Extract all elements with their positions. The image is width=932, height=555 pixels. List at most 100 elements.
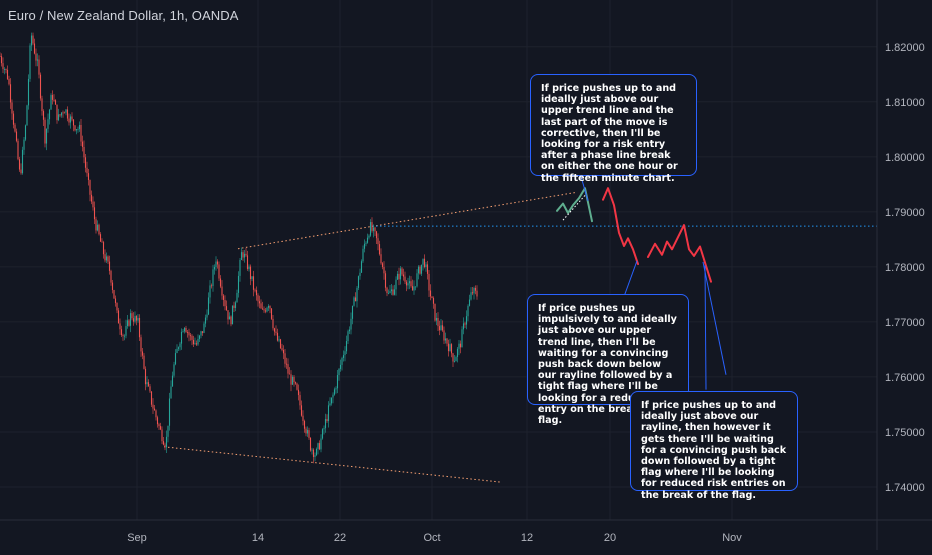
candle-body — [218, 264, 220, 279]
candle-body — [359, 272, 361, 277]
candle-body — [320, 438, 322, 450]
candle-body — [36, 59, 39, 61]
candle-body — [456, 348, 459, 358]
candle-body — [264, 310, 267, 312]
candle-body — [191, 335, 193, 340]
candle-body — [278, 339, 280, 341]
candle-body — [444, 338, 447, 341]
candle-body — [171, 375, 174, 387]
candle-body — [393, 289, 396, 295]
candle-body — [425, 264, 427, 267]
candle-body — [23, 139, 25, 150]
candle-body — [249, 266, 252, 279]
candle-body — [2, 63, 4, 70]
candle-body — [428, 273, 430, 291]
chart-title: Euro / New Zealand Dollar, 1h, OANDA — [8, 8, 239, 23]
candle-body — [276, 332, 279, 341]
candle-body — [257, 295, 259, 302]
candle-body — [54, 100, 57, 105]
candle-body — [47, 119, 49, 129]
candle-body — [471, 292, 474, 294]
candle-body — [21, 149, 24, 174]
candle-body — [180, 331, 183, 344]
trendline-upper[interactable] — [237, 192, 576, 250]
candle-body — [285, 363, 288, 365]
note-middle[interactable]: If price pushes up impulsively to and id… — [527, 294, 689, 426]
candle-body — [236, 292, 238, 303]
candle-body — [414, 286, 417, 288]
candle-body — [333, 389, 336, 395]
y-tick-label: 1.76000 — [885, 372, 925, 384]
candle-body — [155, 410, 157, 418]
candle-body — [356, 287, 358, 302]
candle-body — [18, 159, 21, 170]
candle-body — [183, 328, 186, 332]
candle-body — [26, 105, 28, 126]
candle-body — [419, 266, 421, 274]
candle-body — [297, 389, 300, 396]
candle-body — [387, 292, 390, 294]
candle-body — [252, 276, 255, 290]
candle-body — [369, 222, 372, 236]
candle-body — [272, 318, 274, 329]
candle-body — [221, 286, 223, 296]
candle-body — [161, 429, 163, 442]
candle-body — [447, 343, 450, 352]
candle-body — [269, 305, 271, 309]
candle-body — [230, 316, 232, 325]
candle-body — [374, 227, 376, 232]
candle-body — [288, 373, 291, 375]
candle-body — [101, 241, 103, 243]
candle-body — [323, 428, 325, 430]
note-pointer — [704, 265, 707, 390]
note-bottom[interactable]: If price pushes up to and ideally just a… — [630, 391, 798, 501]
candle-body — [437, 317, 439, 327]
trendline-lower[interactable] — [163, 446, 501, 483]
candle-body — [405, 281, 408, 286]
candle-body — [371, 222, 373, 231]
candle-body — [174, 353, 177, 365]
projection-path-b[interactable] — [602, 187, 639, 266]
candle-body — [281, 348, 283, 350]
candle-body — [209, 285, 211, 298]
candle-body — [260, 303, 262, 309]
candle-body — [95, 219, 97, 231]
candle-body — [312, 449, 315, 457]
candle-body — [92, 201, 94, 208]
candle-body — [317, 443, 319, 449]
candle-body — [185, 328, 187, 333]
x-tick-label: Oct — [423, 532, 440, 544]
candle-body — [215, 261, 217, 267]
candle-body — [210, 285, 213, 287]
candle-body — [68, 118, 70, 123]
candle-body — [200, 331, 202, 336]
candle-body — [441, 325, 444, 331]
candle-body — [254, 289, 256, 291]
candle-body — [74, 125, 76, 131]
candle-body — [131, 313, 133, 319]
candle-body — [294, 382, 297, 384]
candle-body — [110, 270, 112, 283]
candle-body — [69, 116, 72, 123]
candle-body — [57, 114, 60, 121]
projection-path-a-green[interactable] — [556, 187, 593, 223]
candle-body — [476, 290, 478, 297]
candle-body — [197, 338, 199, 345]
projection-path-c[interactable] — [647, 224, 712, 283]
candle-body — [380, 254, 382, 264]
candle-body — [287, 364, 289, 374]
candle-body — [189, 335, 192, 337]
candle-body — [168, 398, 171, 426]
candle-body — [0, 56, 1, 57]
candle-body — [375, 231, 378, 239]
candle-body — [149, 386, 151, 392]
note-top[interactable]: If price pushes up to and ideally just a… — [530, 74, 697, 184]
candle-body — [363, 243, 366, 249]
y-tick-label: 1.75000 — [885, 427, 925, 439]
candle-body — [39, 74, 42, 99]
candle-body — [452, 353, 454, 362]
candle-body — [377, 238, 379, 245]
candle-body — [65, 109, 67, 113]
